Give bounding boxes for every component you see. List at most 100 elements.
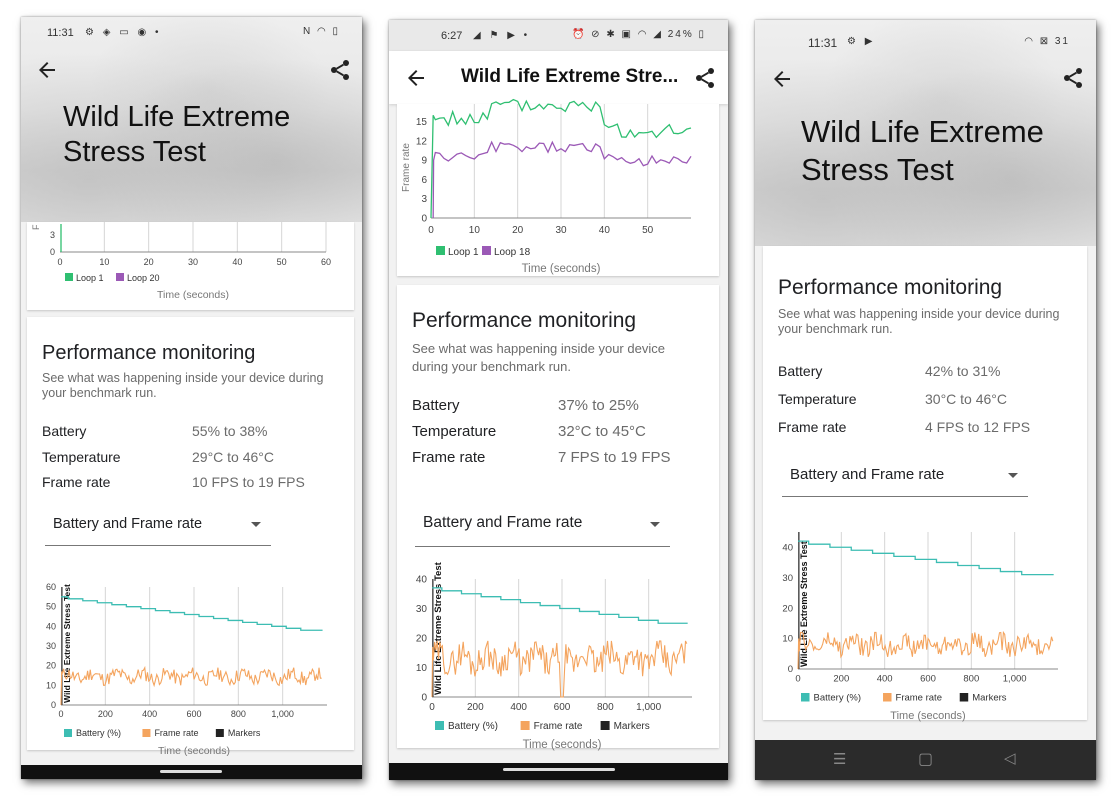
- chevron-down-icon: [650, 522, 660, 527]
- legend-label: Frame rate: [154, 728, 198, 738]
- framerate-value: 10 FPS to 19 FPS: [192, 474, 305, 490]
- dropdown-selected: Battery and Frame rate: [53, 516, 203, 532]
- x-tick-label: 400: [510, 702, 527, 713]
- phone-screen-2: 6:27 ◢ ⚑ ▶ • ⏰ ⊘ ✱ ▣ ◠ ◢ 24% ▯ Wild Life…: [389, 20, 728, 780]
- subtitle-line-1: See what was happening inside your devic…: [42, 371, 324, 385]
- title-line-1: Wild Life Extreme: [63, 101, 291, 133]
- menu-icon[interactable]: ☰: [833, 751, 847, 768]
- navigation-bar: [389, 763, 728, 780]
- battery-label: Battery: [42, 423, 87, 439]
- x-axis-title: Time (seconds): [157, 289, 229, 301]
- x-tick-label: 600: [554, 702, 571, 713]
- loop-chart-card: 3 0 F 0 10 20 30 40 50 60 Loop 1 Loop 20 Time (secon…: [27, 222, 354, 310]
- battery-framerate-chart: 0 200 400 600 800 1,000 0 10 20 30 40 50 60 Wild Life…: [46, 582, 327, 757]
- x-tick-label: 1,000: [1003, 674, 1027, 685]
- legend-swatch: [600, 721, 610, 730]
- y-tick-label: 40: [416, 574, 428, 585]
- chart-type-dropdown[interactable]: Battery and Frame rate: [415, 510, 670, 547]
- x-tick-label: 0: [429, 702, 435, 713]
- x-axis-title: Time (seconds): [158, 745, 230, 757]
- legend-label: Loop 1: [76, 273, 104, 283]
- subtitle-line-2: your benchmark run.: [778, 322, 893, 336]
- x-tick-label: 200: [467, 702, 484, 713]
- x-axis-title: Time (seconds): [522, 263, 601, 275]
- status-time: 11:31: [808, 36, 838, 50]
- legend-label: Loop 20: [127, 273, 160, 283]
- home-gesture-pill[interactable]: [160, 770, 222, 773]
- performance-title: Performance monitoring: [778, 276, 1003, 299]
- status-system-icons: ◠ ⊠ 31: [1024, 36, 1070, 47]
- subtitle-line-1: See what was happening inside your devic…: [778, 307, 1060, 321]
- hero-banner: [21, 17, 362, 222]
- x-tick-label: 400: [142, 709, 157, 719]
- y-tick-label: 20: [782, 603, 793, 614]
- y-tick-label: 60: [46, 582, 56, 592]
- legend-label: Battery (%): [76, 728, 121, 738]
- y-tick-label: 9: [421, 156, 427, 167]
- app-bar: Wild Life Extreme Stre...: [389, 51, 728, 104]
- y-tick-label: 0: [788, 664, 793, 675]
- x-tick-label: 200: [98, 709, 113, 719]
- legend-label: Battery (%): [814, 693, 862, 704]
- back-arrow-icon[interactable]: [770, 67, 794, 91]
- x-tick-label: 30: [188, 257, 198, 267]
- legend-swatch: [116, 273, 124, 281]
- temperature-value: 29°C to 46°C: [192, 449, 275, 465]
- legend-label: Loop 1: [448, 247, 479, 258]
- navigation-bar: ☰ ▢ ◁: [755, 740, 1096, 780]
- page-title: Wild Life Extreme Stress Test: [63, 100, 290, 170]
- marker-label: Wild Life Extreme Stress Test: [799, 541, 809, 667]
- legend-label: Markers: [972, 693, 1007, 704]
- home-gesture-pill[interactable]: [503, 768, 615, 771]
- x-axis-title: Time (seconds): [523, 739, 602, 751]
- title-line-1: Wild Life Extreme: [801, 114, 1044, 149]
- legend-swatch: [215, 729, 224, 737]
- performance-title: Performance monitoring: [412, 309, 637, 332]
- x-tick-label: 50: [642, 225, 654, 236]
- y-tick-label: 0: [51, 700, 56, 710]
- x-tick-label: 0: [795, 674, 800, 685]
- back-arrow-icon[interactable]: [404, 66, 428, 90]
- status-icons: ⚙ ◈ ▭ ◉ •: [85, 27, 162, 38]
- battery-series-line: [61, 596, 323, 631]
- dropdown-selected: Battery and Frame rate: [423, 514, 583, 531]
- chart-type-dropdown[interactable]: Battery and Frame rate: [45, 512, 271, 546]
- x-tick-label: 0: [57, 257, 62, 267]
- x-tick-label: 60: [321, 257, 331, 267]
- y-tick-label: 0: [421, 214, 427, 225]
- legend-label: Markers: [228, 728, 261, 738]
- y-tick-label: 40: [46, 621, 56, 631]
- chart-type-dropdown[interactable]: Battery and Frame rate: [782, 462, 1028, 497]
- battery-framerate-chart: 0 200 400 600 800 1,000 0 10 20 30 40 Wild Life Ext…: [782, 532, 1058, 722]
- x-tick-label: 800: [231, 709, 246, 719]
- x-tick-label: 50: [277, 257, 287, 267]
- back-arrow-icon[interactable]: [35, 58, 59, 82]
- x-tick-label: 1,000: [271, 709, 294, 719]
- title-line-2: Stress Test: [801, 152, 954, 187]
- chevron-down-icon: [1008, 473, 1018, 478]
- y-tick-label: 6: [421, 175, 427, 186]
- phone-screen-3: 11:31 ⚙ ▶ ◠ ⊠ 31 Wild Life Extreme Stres…: [755, 20, 1096, 780]
- phone-screen-1: 11:31 ⚙ ◈ ▭ ◉ • N ◠ ▯ Wild Life Extreme …: [21, 17, 362, 779]
- back-nav-icon[interactable]: ◁: [1004, 750, 1016, 767]
- home-icon[interactable]: ▢: [918, 751, 934, 768]
- share-icon[interactable]: [328, 58, 352, 82]
- loop-chart-card: Frame rate 15 12 9 6 3 0 0 10 20 30 40 50 Loop 1 Loop …: [397, 98, 719, 276]
- battery-label: Battery: [412, 397, 460, 414]
- status-icons: ◢ ⚑ ▶ •: [473, 30, 531, 41]
- y-tick-label: 30: [46, 641, 56, 651]
- performance-card: Performance monitoring See what was happ…: [763, 246, 1087, 722]
- share-icon[interactable]: [1061, 66, 1085, 90]
- temperature-value: 32°C to 45°C: [558, 423, 646, 440]
- temperature-label: Temperature: [42, 449, 121, 465]
- x-tick-label: 0: [58, 709, 63, 719]
- x-tick-label: 800: [963, 674, 979, 685]
- framerate-value: 7 FPS to 19 FPS: [558, 449, 671, 466]
- x-tick-label: 30: [555, 225, 567, 236]
- marker-label: Wild Life Extreme Stress Test: [433, 561, 444, 695]
- legend-swatch: [959, 693, 969, 702]
- y-tick-label: 15: [416, 117, 428, 128]
- battery-framerate-chart: 0 200 400 600 800 1,000 0 10 20 30 40 Wild Life Ext…: [416, 561, 692, 751]
- y-tick-label: 10: [46, 680, 56, 690]
- share-icon[interactable]: [693, 66, 717, 90]
